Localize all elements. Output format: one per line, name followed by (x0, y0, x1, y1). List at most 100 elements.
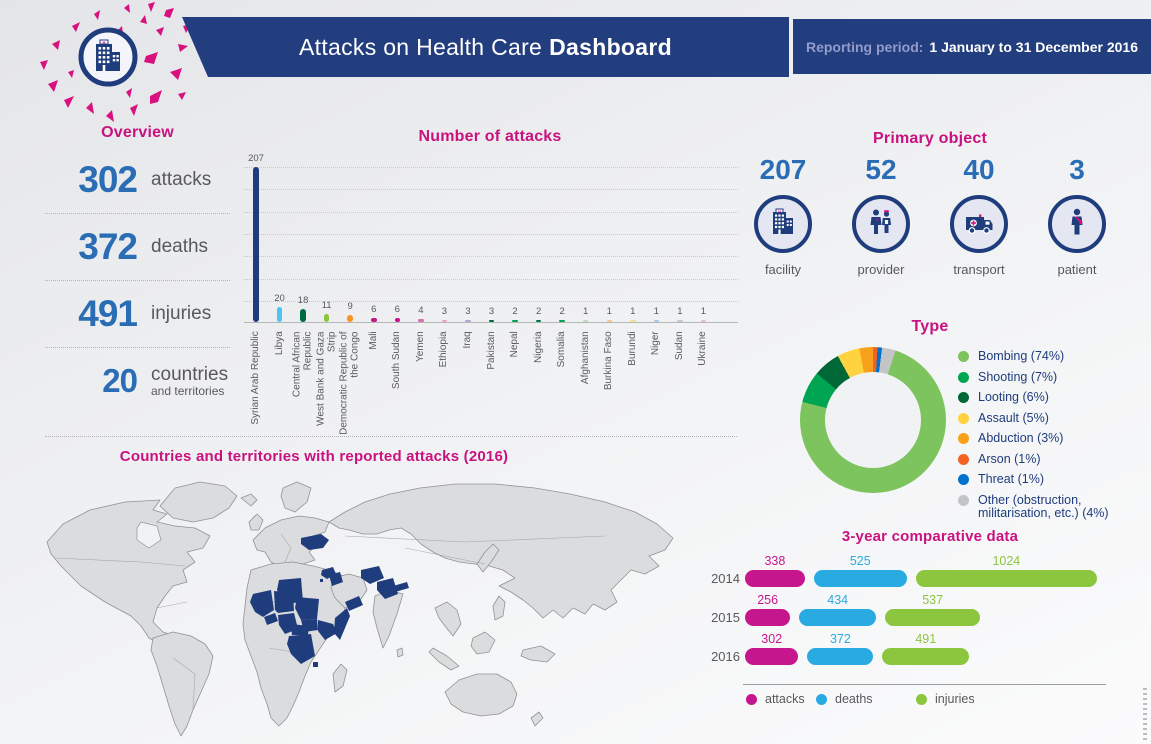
bar-value-label: 1 (653, 305, 659, 317)
bar (512, 319, 518, 322)
bar-category-label: Central African Republic (291, 331, 314, 397)
bar-category-label: Libya (273, 330, 285, 355)
bar-category-label: Sudan (673, 330, 685, 360)
bar (535, 319, 542, 322)
type-legend-item: Looting (6%) (958, 390, 1143, 405)
comparative-chart: 2014 338 525 1024 2015 256 434 537 2016 302 372 491… (706, 554, 1151, 716)
asia (328, 483, 674, 619)
overview-separator (45, 280, 230, 281)
overview-stat-value: 491 (78, 293, 138, 334)
comparative-pill-deaths (799, 609, 877, 626)
legend-dot (958, 474, 969, 485)
legend-dot (958, 351, 969, 362)
attacks-bar-chart-labels: Syrian Arab Republic Libya Central African… (244, 329, 738, 441)
bar-value-label: 2 (535, 305, 542, 317)
bar (700, 319, 707, 322)
type-legend-label: Assault (5%) (978, 410, 1049, 425)
comparative-year-label: 2014 (711, 571, 740, 586)
attacks-chart-title: Number of attacks (418, 128, 562, 145)
comparative-value-label: 256 (757, 593, 779, 607)
overview-stat-value: 20 (102, 362, 138, 399)
legend-dot (916, 693, 927, 705)
country-ukraine (301, 534, 329, 550)
hudson-bay (136, 521, 162, 549)
australia (444, 673, 518, 717)
type-legend-item: Shooting (7%) (958, 369, 1143, 385)
primary-object-label: facility (764, 262, 802, 277)
overview-stats: 302 attacks 372 deaths 491 injuries 20 countrie… (45, 148, 230, 413)
comparative-baseline (743, 684, 1106, 685)
page-title-bold: Dashboard (549, 33, 672, 60)
type-donut-chart (800, 347, 946, 493)
credit-mark (1143, 688, 1147, 740)
legend-dot (816, 693, 827, 705)
overview-separator (45, 213, 230, 214)
bar-value-label: 3 (441, 305, 448, 317)
overview-title: Overview (101, 124, 174, 141)
chart-gridline (244, 189, 738, 191)
bar-value-label: 6 (371, 303, 377, 315)
overview-stat-label: attacks (151, 169, 212, 190)
type-legend-label: Shooting (7%) (978, 369, 1058, 384)
comparative-legend-label: attacks (765, 692, 805, 706)
comparative-value-label: 338 (764, 554, 786, 568)
overview-stat-label: deaths (151, 236, 209, 257)
country-yemen (345, 596, 363, 611)
bar-category-label: Burkina Faso (603, 330, 614, 390)
chart-gridline (244, 256, 738, 258)
overview-stat-label: countries and territories (151, 363, 229, 398)
patient-icon (1060, 205, 1094, 244)
bar (653, 319, 660, 322)
comparative-value-label: 537 (922, 593, 944, 607)
legend-dot (958, 392, 969, 403)
overview-stat-row: 491 injuries (45, 282, 230, 346)
country-central-african-republic (291, 624, 309, 635)
type-legend-label: Threat (1%) (978, 472, 1044, 486)
type-legend-item: Other (obstruction, militarisation, etc.… (958, 493, 1143, 521)
map-title: Countries and territories with reported … (119, 448, 509, 465)
separator-dotted (45, 436, 737, 437)
bar-category-label: Burundi (626, 330, 638, 366)
chart-gridline (244, 233, 738, 235)
legend-dot (746, 693, 757, 705)
country-burkina-faso (264, 613, 278, 625)
donut-hole (825, 372, 921, 468)
bar (465, 319, 471, 322)
primary-object-circle: H (754, 195, 812, 253)
country-pakistan (377, 578, 398, 599)
bar-value-label: 207 (248, 152, 264, 164)
primary-object-label: patient (1057, 262, 1097, 277)
comparative-legend-item: attacks (746, 692, 805, 706)
country-niger (274, 591, 294, 613)
overview-stat-sublabel: and territories (151, 383, 225, 398)
country-drc (287, 634, 315, 664)
comparative-pill-injuries (915, 570, 1097, 587)
primary-object-title: Primary object (873, 130, 987, 147)
overview-stat-value: 372 (78, 226, 138, 267)
comparative-legend-item: injuries (916, 692, 975, 706)
bar (394, 317, 401, 322)
reporting-period-value: 1 January to 31 December 2016 (929, 38, 1138, 55)
chart-gridline (244, 278, 738, 280)
bar (323, 313, 330, 322)
type-legend-label: Bombing (74%) (978, 349, 1065, 363)
legend-dot (958, 453, 969, 465)
type-legend-item: Threat (1%) (958, 472, 1143, 487)
bar-value-label: 20 (274, 293, 285, 305)
greenland (159, 481, 238, 523)
bar-value-label: 4 (418, 305, 424, 317)
type-legend-label: Arson (1%) (978, 451, 1041, 466)
country-iraq (329, 572, 343, 586)
transport-icon (962, 205, 996, 244)
comparative-pill-attacks (745, 609, 791, 626)
svg-text:H: H (778, 209, 781, 213)
comparative-pill-deaths (807, 648, 874, 665)
bar (300, 308, 306, 322)
comparative-value-label: 1024 (992, 554, 1021, 568)
japan (476, 543, 500, 573)
bar (582, 319, 589, 322)
bar-value-label: 18 (297, 294, 309, 306)
bar-category-label: Democratic Republic of the Congo (338, 331, 361, 435)
page-title: Attacks on Health Care (299, 33, 543, 60)
